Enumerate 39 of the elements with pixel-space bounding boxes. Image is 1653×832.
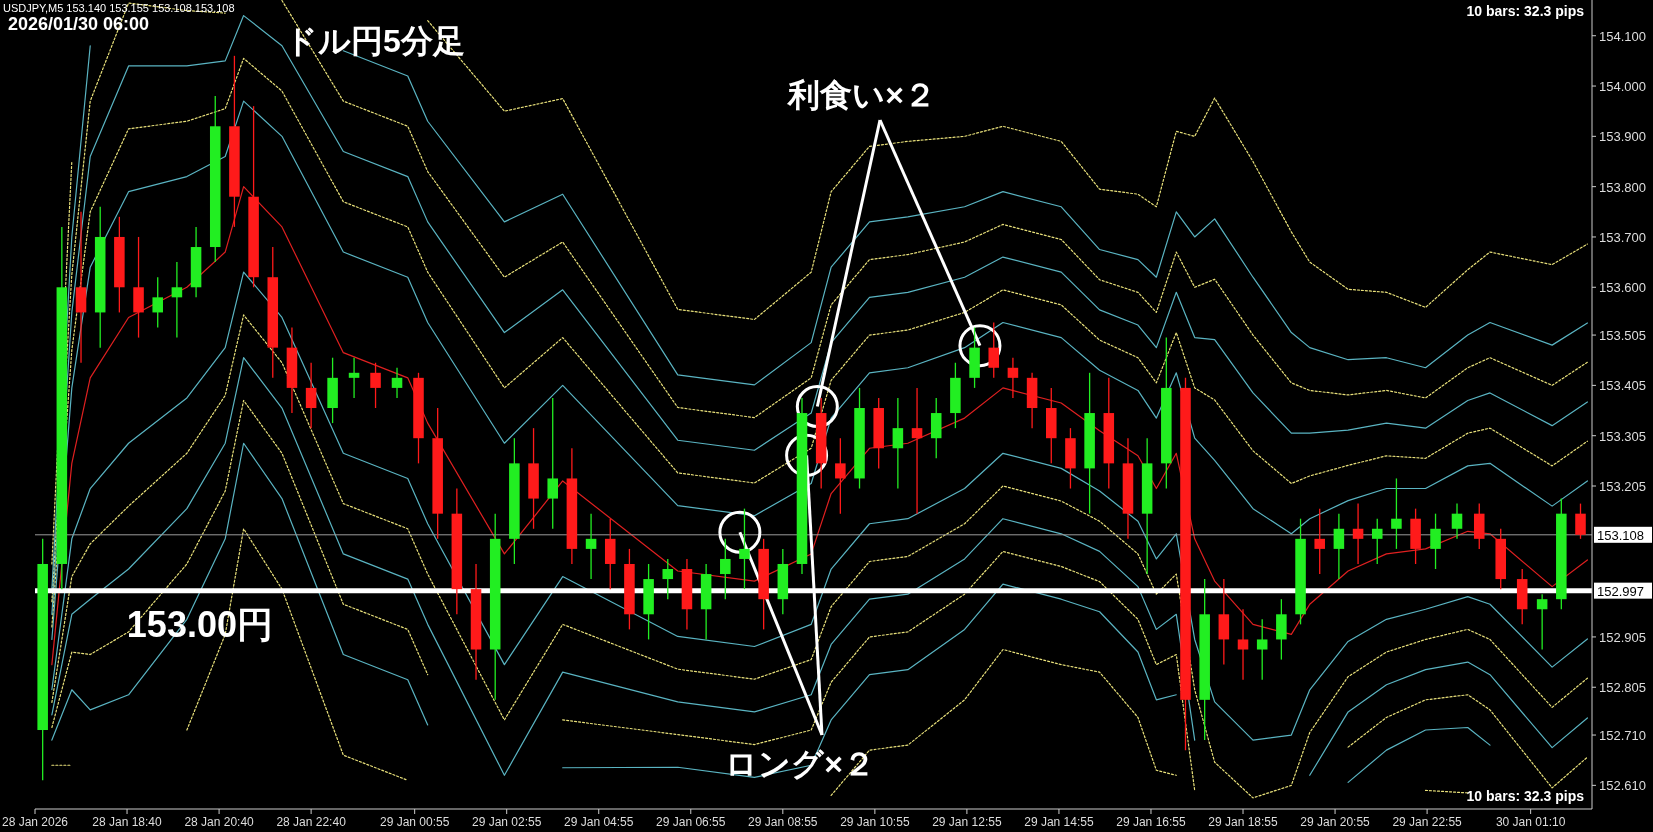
y-tick-label: 153.405 bbox=[1599, 378, 1646, 394]
y-tick-label: 154.000 bbox=[1599, 79, 1646, 95]
annotation: 利食い×２ bbox=[786, 77, 936, 113]
x-tick-label: 29 Jan 12:55 bbox=[932, 815, 1002, 829]
x-tick-label: 29 Jan 20:55 bbox=[1300, 815, 1371, 829]
x-tick-label: 29 Jan 10:55 bbox=[840, 815, 910, 829]
x-tick-label: 29 Jan 18:55 bbox=[1208, 815, 1279, 829]
y-tick-label: 153.600 bbox=[1599, 280, 1646, 296]
x-tick-label: 28 Jan 22:40 bbox=[276, 815, 347, 829]
x-tick-label: 29 Jan 04:55 bbox=[564, 815, 634, 829]
ref-line-label: 153.108 bbox=[1597, 527, 1644, 543]
x-tick-label: 29 Jan 06:55 bbox=[656, 815, 726, 829]
text: ドル円5分足 bbox=[285, 23, 465, 59]
x-tick-label: 28 Jan 18:40 bbox=[92, 815, 163, 829]
y-tick-label: 152.805 bbox=[1599, 680, 1646, 696]
y-tick-label: 153.800 bbox=[1599, 179, 1646, 195]
annotation: 10 bars: 32.3 pips bbox=[1466, 3, 1585, 19]
y-tick-label: 153.205 bbox=[1599, 479, 1646, 494]
x-tick-label: 29 Jan 08:55 bbox=[748, 815, 818, 829]
y-tick-label: 152.610 bbox=[1599, 778, 1646, 794]
y-tick-label: 154.100 bbox=[1599, 28, 1646, 44]
y-tick-label: 153.900 bbox=[1599, 129, 1646, 145]
x-tick-label: 28 Jan 20:40 bbox=[184, 815, 255, 829]
x-tick-label: 29 Jan 00:55 bbox=[379, 815, 450, 829]
x-tick-label: 29 Jan 22:55 bbox=[1392, 815, 1463, 829]
y-tick-label: 152.905 bbox=[1599, 629, 1646, 645]
annotation: 2026/01/30 06:00 bbox=[8, 14, 150, 34]
x-tick-label: 29 Jan 14:55 bbox=[1024, 815, 1094, 829]
x-tick-label: 29 Jan 16:55 bbox=[1116, 815, 1186, 829]
y-tick-label: 153.305 bbox=[1599, 428, 1646, 444]
y-tick-label: 152.710 bbox=[1599, 728, 1646, 744]
ref-line-label: 152.997 bbox=[1597, 583, 1644, 599]
y-tick-label: 153.700 bbox=[1599, 229, 1646, 245]
annotation: 10 bars: 32.3 pips bbox=[1466, 788, 1585, 804]
y-tick-label: 153.505 bbox=[1599, 328, 1646, 344]
x-tick-label: 29 Jan 02:55 bbox=[472, 815, 542, 829]
x-tick-label: 28 Jan 2026 bbox=[1, 815, 69, 829]
x-tick-label: 30 Jan 01:10 bbox=[1495, 815, 1566, 829]
annotation: USDJPY,M5 153.140 153.155 153.108 153.108 bbox=[3, 2, 235, 14]
